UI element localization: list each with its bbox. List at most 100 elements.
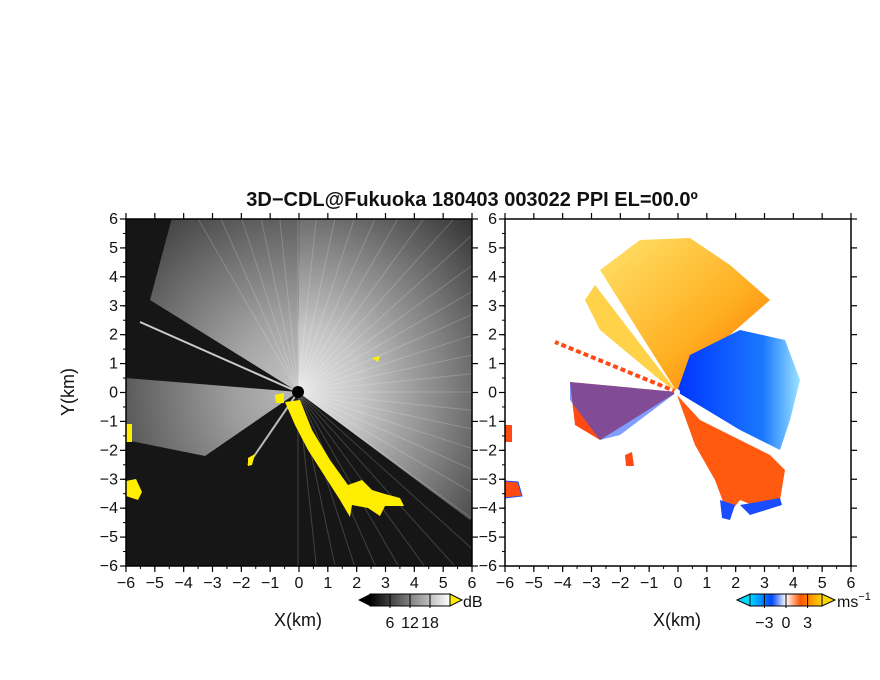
x-axis-label-left: X(km)	[274, 610, 322, 630]
y-tick-label: 4	[109, 269, 118, 286]
x-tick-label: −3	[203, 575, 221, 592]
cb-vel-low-arrow	[735, 593, 751, 607]
reflectivity-ray	[220, 219, 299, 393]
reflectivity-ray	[297, 219, 455, 393]
cb-refl-unit: dB	[463, 594, 483, 611]
reflectivity-ray	[297, 264, 472, 393]
x-tick-label: 2	[352, 575, 361, 592]
velocity-ticks: −6 −5 −4 −3 −2 −1 0 1 2 3 4 5 6 −6 −5 −4 −3 −2 −1 0 1 2 3 4 5 6	[479, 211, 857, 592]
x-tick-label: 2	[731, 575, 740, 592]
x-tick-label: −1	[640, 575, 658, 592]
x-tick-label: 0	[295, 575, 304, 592]
reflectivity-ray	[297, 354, 472, 393]
x-tick-label: −5	[525, 575, 543, 592]
y-tick-label: −1	[100, 413, 118, 430]
y-tick-label: 0	[488, 385, 497, 402]
x-tick-label: −4	[554, 575, 572, 592]
cb-tick-label: 0	[782, 615, 791, 632]
cb-tick-label: 12	[401, 615, 419, 632]
radar-site-marker	[292, 386, 304, 398]
velocity-edge-blue-2	[720, 500, 735, 520]
reflectivity-echo-north	[150, 219, 300, 392]
velocity-echo-receding-north	[600, 238, 770, 392]
cb-refl-low-arrow	[358, 594, 370, 606]
x-tick-label: −1	[261, 575, 279, 592]
x-tick-label: 0	[674, 575, 683, 592]
y-tick-label: −1	[479, 413, 497, 430]
reflectivity-ray	[297, 219, 336, 393]
reflectivity-ray	[297, 391, 426, 566]
reflectivity-ray	[297, 234, 472, 393]
x-axis-label-right: X(km)	[653, 610, 701, 630]
velocity-site-marker	[674, 389, 680, 395]
reflectivity-echo-east	[298, 219, 472, 520]
x-tick-label: 6	[468, 575, 477, 592]
y-tick-label: −6	[100, 558, 118, 575]
velocity-echo-receding-south	[677, 395, 785, 515]
y-tick-label: 5	[109, 240, 118, 257]
reflectivity-ray	[297, 391, 472, 520]
reflectivity-ray	[297, 334, 472, 393]
reflectivity-ray	[197, 219, 299, 393]
y-tick-label: 6	[488, 211, 497, 228]
reflectivity-ray	[297, 391, 472, 471]
cb-refl-ticks: 6 12 18	[386, 594, 439, 632]
reflectivity-colorbar: 6 12 18 dB	[358, 593, 483, 632]
y-tick-label: −2	[479, 442, 497, 459]
x-tick-label: 1	[323, 575, 332, 592]
reflectivity-ray	[297, 313, 472, 393]
y-tick-label: 3	[488, 298, 497, 315]
chart-title: 3D−CDL@Fukuoka 180403 003022 PPI EL=00.0…	[246, 189, 698, 211]
velocity-streak-nw	[554, 340, 678, 394]
reflectivity-ray	[297, 391, 472, 550]
x-tick-label: −5	[146, 575, 164, 592]
reflectivity-ray	[297, 391, 400, 566]
y-tick-label: −5	[479, 529, 497, 546]
velocity-edge-blue	[740, 498, 782, 515]
reflectivity-ray	[297, 219, 425, 393]
x-tick-label: −2	[611, 575, 629, 592]
reflectivity-ray	[297, 391, 472, 450]
reflectivity-ray	[297, 373, 472, 393]
y-tick-label: −4	[100, 500, 118, 517]
y-tick-label: 5	[488, 240, 497, 257]
cb-vel-ticks: −3 0 3	[755, 594, 812, 632]
reflectivity-ray	[297, 219, 317, 393]
x-tick-label: 5	[818, 575, 827, 592]
reflectivity-ray	[241, 219, 299, 393]
y-tick-label: 1	[109, 356, 118, 373]
y-tick-label: −3	[100, 471, 118, 488]
reflectivity-ray	[297, 391, 472, 430]
reflectivity-ray	[297, 219, 355, 393]
x-tick-label: 6	[847, 575, 856, 592]
cb-refl-high-arrow	[449, 593, 464, 607]
velocity-small-patch	[625, 452, 634, 466]
y-tick-label: −4	[479, 500, 497, 517]
x-tick-label: −4	[175, 575, 193, 592]
y-tick-label: −2	[100, 442, 118, 459]
x-tick-label: 3	[760, 575, 769, 592]
y-tick-label: 3	[109, 298, 118, 315]
x-tick-label: 3	[381, 575, 390, 592]
y-tick-label: 0	[109, 385, 118, 402]
x-tick-label: 4	[410, 575, 419, 592]
reflectivity-flags	[126, 356, 404, 517]
cb-vel-unit: ms−1	[837, 591, 871, 611]
x-tick-label: −6	[496, 575, 514, 592]
cb-tick-label: 18	[421, 615, 439, 632]
y-axis-label: Y(km)	[58, 368, 78, 416]
y-tick-label: −3	[479, 471, 497, 488]
cb-tick-label: 3	[803, 615, 812, 632]
velocity-echo-wedge-west-blue	[570, 382, 677, 440]
y-tick-label: −6	[479, 558, 497, 575]
x-tick-label: −6	[117, 575, 135, 592]
velocity-panel: −6 −5 −4 −3 −2 −1 0 1 2 3 4 5 6 −6 −5 −4 −3 −2 −1 0 1 2 3 4 5 6 X…	[479, 211, 857, 630]
y-tick-label: 1	[488, 356, 497, 373]
reflectivity-echo-west	[126, 378, 298, 456]
x-tick-label: 4	[789, 575, 798, 592]
cb-vel-high-arrow	[821, 593, 837, 607]
cb-tick-label: −3	[755, 615, 773, 632]
y-tick-label: 4	[488, 269, 497, 286]
